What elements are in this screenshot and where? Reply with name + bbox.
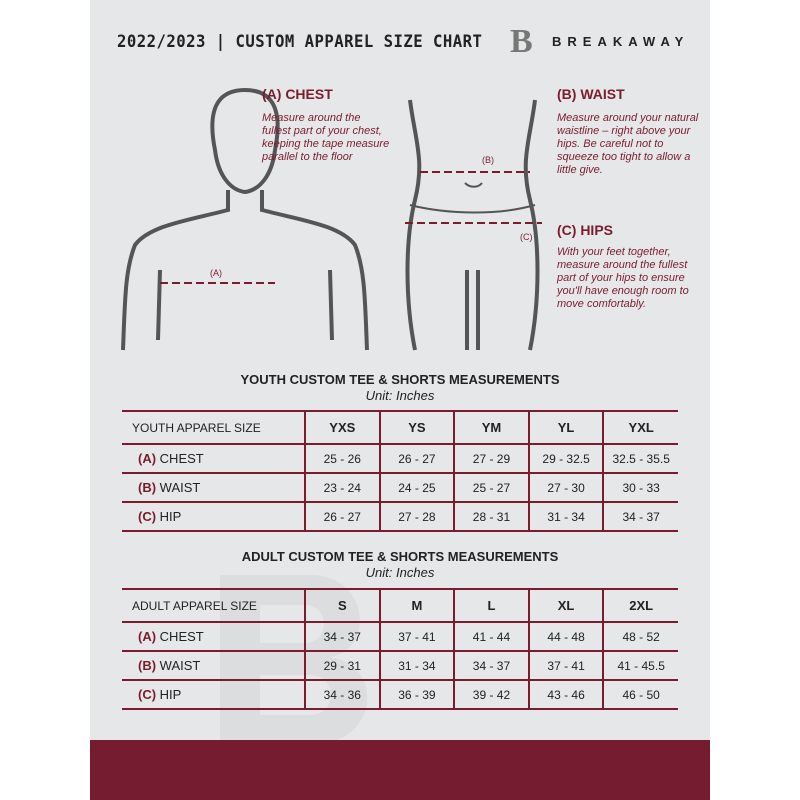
measure-label: (A) CHEST	[122, 443, 305, 474]
size-value: 32.5 - 35.5	[602, 443, 678, 474]
table-row: (B) WAIST 23 - 24 24 - 25 25 - 27 27 - 30 30 …	[122, 472, 678, 503]
chest-marker: (A)	[210, 268, 222, 278]
waist-heading: (B) WAIST	[557, 86, 625, 102]
size-value: 29 - 32.5	[527, 443, 604, 474]
size-value: 34 - 36	[304, 679, 380, 710]
header-cell: 2XL	[602, 588, 678, 623]
header-cell: YOUTH APPAREL SIZE	[122, 410, 305, 445]
size-value: 34 - 37	[453, 650, 529, 681]
size-value: 30 - 33	[602, 472, 678, 503]
waist-marker: (B)	[482, 155, 494, 165]
size-value: 25 - 27	[453, 472, 529, 503]
size-value: 36 - 39	[378, 679, 455, 710]
table-row: (A) CHEST 25 - 26 26 - 27 27 - 29 29 - 32.5 3…	[122, 443, 678, 474]
table-row: (C) HIP 26 - 27 27 - 28 28 - 31 31 - 34 34 - …	[122, 501, 678, 532]
size-value: 34 - 37	[602, 501, 678, 532]
size-value: 28 - 31	[453, 501, 529, 532]
size-value: 29 - 31	[304, 650, 380, 681]
size-value: 27 - 30	[527, 472, 604, 503]
chest-instructions: Measure around the fullest part of your …	[262, 112, 390, 163]
brand-name: BREAKAWAY	[552, 34, 690, 49]
measure-name: HIP	[159, 509, 182, 524]
table-row: (B) WAIST 29 - 31 31 - 34 34 - 37 37 - 41 41 …	[122, 650, 678, 681]
size-value: 46 - 50	[602, 679, 678, 710]
upper-body-figure	[121, 87, 369, 351]
measure-letter: (B)	[138, 658, 157, 673]
header-cell: S	[304, 588, 380, 623]
size-value: 37 - 41	[378, 621, 455, 652]
size-value: 34 - 37	[304, 621, 380, 652]
measure-name: HIP	[159, 687, 182, 702]
measure-label: (C) HIP	[122, 501, 305, 532]
measure-name: WAIST	[159, 480, 201, 495]
measure-label: (A) CHEST	[122, 621, 305, 652]
header-cell: YXS	[304, 410, 380, 445]
table-row: (C) HIP 34 - 36 36 - 39 39 - 42 43 - 46 46 - …	[122, 679, 678, 710]
header-cell: M	[378, 588, 455, 623]
body-illustrations: (A) (B) (C)	[121, 87, 542, 351]
size-chart-page: 2022/2023 | CUSTOM APPAREL SIZE CHART B …	[90, 0, 710, 800]
size-value: 26 - 27	[378, 443, 455, 474]
measure-letter: (B)	[138, 480, 157, 495]
measure-label: (C) HIP	[122, 679, 305, 710]
table-row: (A) CHEST 34 - 37 37 - 41 41 - 44 44 - 48 48 …	[122, 621, 678, 652]
waist-instructions: Measure around your natural waistline – …	[557, 112, 699, 176]
measure-name: CHEST	[159, 629, 204, 644]
header-cell: YM	[453, 410, 529, 445]
measure-letter: (A)	[138, 451, 157, 466]
measure-letter: (C)	[138, 687, 157, 702]
header-cell: L	[453, 588, 529, 623]
size-value: 39 - 42	[453, 679, 529, 710]
youth-section-title: YOUTH CUSTOM TEE & SHORTS MEASUREMENTS Un…	[240, 372, 560, 403]
size-value: 31 - 34	[378, 650, 455, 681]
size-value: 24 - 25	[378, 472, 455, 503]
youth-size-table: YOUTH APPAREL SIZE YXS YS YM YL YXL (A) CHEST 2…	[122, 410, 678, 532]
header-cell: YXL	[602, 410, 678, 445]
size-value: 43 - 46	[527, 679, 604, 710]
hips-instructions: With your feet together, measure around …	[557, 246, 689, 310]
size-value: 25 - 26	[304, 443, 380, 474]
measure-label: (B) WAIST	[122, 650, 305, 681]
measure-name: CHEST	[159, 451, 204, 466]
header-cell: ADULT APPAREL SIZE	[122, 588, 305, 623]
header-cell: XL	[527, 588, 604, 623]
table-header-row: YOUTH APPAREL SIZE YXS YS YM YL YXL	[122, 410, 678, 445]
table-header-row: ADULT APPAREL SIZE S M L XL 2XL	[122, 588, 678, 623]
size-value: 44 - 48	[527, 621, 604, 652]
size-value: 48 - 52	[602, 621, 678, 652]
size-value: 23 - 24	[304, 472, 380, 503]
header-cell: YL	[527, 410, 604, 445]
measure-letter: (A)	[138, 629, 157, 644]
measure-label: (B) WAIST	[122, 472, 305, 503]
size-value: 27 - 28	[378, 501, 455, 532]
hips-heading: (C) HIPS	[557, 222, 613, 238]
size-value: 41 - 45.5	[602, 650, 678, 681]
size-value: 41 - 44	[453, 621, 529, 652]
brand-logo: B	[510, 23, 533, 60]
adult-section-title: ADULT CUSTOM TEE & SHORTS MEASUREMENTS Un…	[241, 549, 559, 580]
hip-marker: (C)	[520, 232, 533, 242]
footer-band	[90, 740, 710, 800]
measure-name: WAIST	[159, 658, 201, 673]
size-value: 37 - 41	[527, 650, 604, 681]
measure-letter: (C)	[138, 509, 157, 524]
size-value: 31 - 34	[527, 501, 604, 532]
page-title: 2022/2023 | CUSTOM APPAREL SIZE CHART	[117, 32, 483, 52]
adult-size-table: ADULT APPAREL SIZE S M L XL 2XL (A) CHEST 34 - …	[122, 588, 678, 710]
size-value: 26 - 27	[304, 501, 380, 532]
size-value: 27 - 29	[453, 443, 529, 474]
chest-heading: (A) CHEST	[262, 86, 333, 102]
header-cell: YS	[378, 410, 455, 445]
lower-body-figure	[405, 99, 540, 351]
